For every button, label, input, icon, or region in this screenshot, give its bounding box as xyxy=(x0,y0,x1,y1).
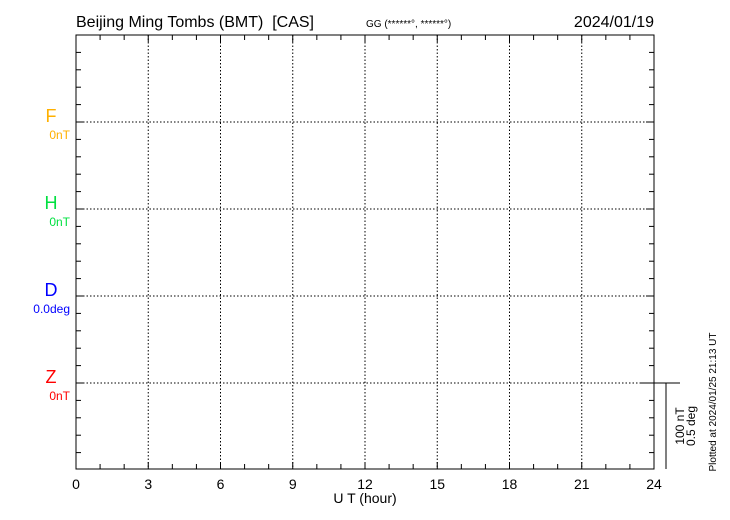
x-tick-label: 15 xyxy=(429,476,445,492)
plotted-timestamp: Plotted at 2024/01/25 21:13 UT xyxy=(708,333,719,472)
channel-name-H: H xyxy=(45,193,58,213)
channel-baseline: 0nT xyxy=(49,128,70,142)
channel-name-D: D xyxy=(45,280,58,300)
scale-deg-label: 0.5 deg xyxy=(684,406,698,446)
x-tick-label: 12 xyxy=(357,476,373,492)
x-tick-label: 24 xyxy=(646,476,662,492)
channel-baseline: 0.0deg xyxy=(33,302,70,316)
channel-baseline: 0nT xyxy=(49,389,70,403)
channel-labels: F 0nT H 0nT D 0.0deg Z 0nT xyxy=(33,106,70,403)
coordinates-label: GG (******°, ******°) xyxy=(366,19,451,30)
x-tick-label: 6 xyxy=(217,476,225,492)
date-label: 2024/01/19 xyxy=(574,14,654,31)
plot-frame xyxy=(75,34,655,470)
channel-baseline: 0nT xyxy=(49,215,70,229)
x-tick-label: 21 xyxy=(574,476,590,492)
grid xyxy=(76,35,654,469)
x-tick-label: 0 xyxy=(72,476,80,492)
channel-name-F: F xyxy=(46,106,57,126)
station-title: Beijing Ming Tombs (BMT) [CAS] xyxy=(76,14,314,31)
scale-bar: 100 nT 0.5 deg xyxy=(640,382,698,469)
x-tick-labels: 0 3 6 9 12 15 18 21 24 xyxy=(72,476,662,492)
scale-nt-label: 100 nT xyxy=(673,407,687,445)
x-tick-label: 9 xyxy=(289,476,297,492)
channel-name-Z: Z xyxy=(46,367,57,387)
x-tick-label: 18 xyxy=(502,476,518,492)
x-tick-label: 3 xyxy=(144,476,152,492)
x-axis-label: U T (hour) xyxy=(333,490,396,506)
